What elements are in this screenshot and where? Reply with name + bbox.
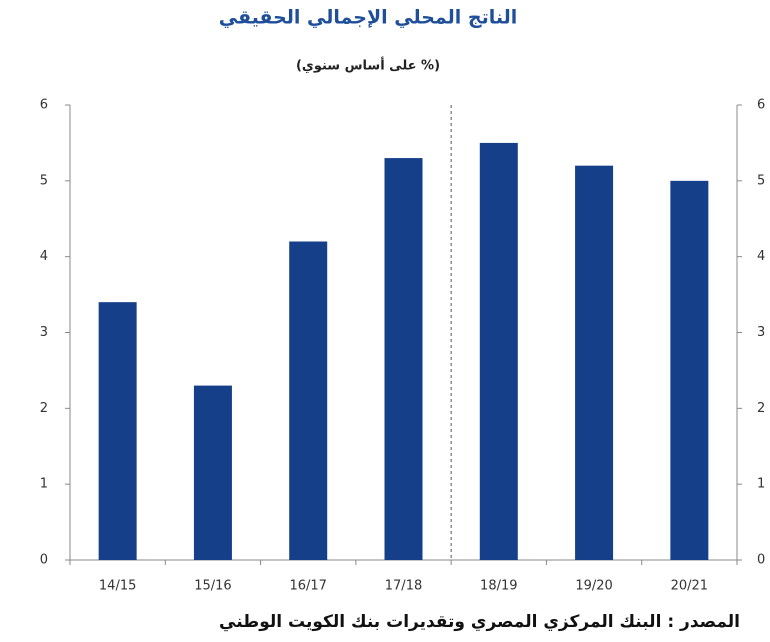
bar <box>575 165 614 560</box>
y-tick-label: 3 <box>40 325 48 340</box>
y2-tick-label: 5 <box>757 173 765 188</box>
y-tick-label: 2 <box>40 401 48 416</box>
y-tick-label: 0 <box>40 553 48 568</box>
y-tick-label: 5 <box>40 173 48 188</box>
y-tick-label: 6 <box>40 98 48 113</box>
chart-title: الناتج المحلي الإجمالي الحقيقي <box>219 7 518 29</box>
bar <box>193 385 232 560</box>
bar <box>98 302 137 560</box>
source-note: المصدر : البنك المركزي المصري وتقديرات ب… <box>219 612 740 632</box>
bar <box>384 158 423 561</box>
x-tick-label: 19/20 <box>575 579 612 594</box>
y2-tick-label: 4 <box>757 249 765 264</box>
y2-tick-label: 1 <box>757 477 765 492</box>
bar <box>289 241 328 560</box>
bar <box>479 142 518 560</box>
y2-tick-label: 2 <box>757 401 765 416</box>
y2-tick-label: 6 <box>757 98 765 113</box>
bar <box>670 180 709 561</box>
y2-tick-label: 3 <box>757 325 765 340</box>
y-tick-label: 1 <box>40 477 48 492</box>
chart-subtitle: (% على أساس سنوي) <box>296 57 440 74</box>
y2-tick-label: 0 <box>757 553 765 568</box>
y-tick-label: 4 <box>40 249 48 264</box>
x-tick-label: 18/19 <box>480 579 517 594</box>
x-tick-label: 20/21 <box>671 579 708 594</box>
x-tick-label: 15/16 <box>194 579 231 594</box>
x-tick-label: 17/18 <box>385 579 422 594</box>
x-tick-label: 16/17 <box>289 579 326 594</box>
x-tick-label: 14/15 <box>99 579 136 594</box>
